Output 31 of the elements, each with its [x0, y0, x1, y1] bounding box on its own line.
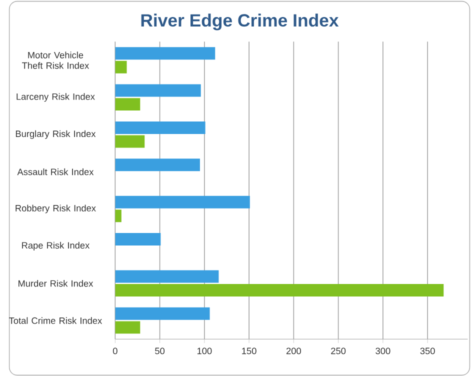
bar — [115, 307, 210, 320]
y-tick-label: Total Crime Risk Index — [9, 316, 102, 324]
y-tick-label: Robbery Risk Index — [16, 204, 96, 214]
bar — [115, 284, 444, 296]
chart-title: River Edge Crime Index — [141, 13, 339, 30]
y-tick-label: Rape Risk Index — [22, 242, 90, 250]
bar — [115, 46, 216, 60]
bar — [115, 98, 140, 110]
x-tick-label: 350 — [420, 347, 435, 354]
x-tick-label: 50 — [155, 347, 165, 354]
bar — [115, 209, 122, 222]
x-tick-label: 0 — [112, 347, 118, 354]
bar — [115, 84, 201, 97]
bar — [115, 135, 145, 148]
bar — [115, 270, 219, 282]
bar — [115, 121, 206, 134]
x-tick-label: 200 — [286, 347, 301, 354]
bar — [115, 158, 200, 171]
y-tick-label: Murder Risk Index — [18, 280, 94, 286]
bar — [115, 60, 127, 74]
x-tick-label: 100 — [197, 347, 212, 354]
x-tick-label: 250 — [331, 347, 346, 354]
bar — [115, 320, 140, 334]
y-tick-label: Motor Vehicle Theft Risk Index — [22, 51, 90, 69]
x-tick-label: 300 — [376, 347, 390, 354]
y-tick-label: Burglary Risk Index — [16, 130, 96, 139]
bar — [115, 196, 250, 208]
bar — [115, 232, 161, 246]
y-tick-label: Larceny Risk Index — [16, 92, 95, 102]
x-tick-label: 150 — [242, 347, 256, 354]
y-tick-label: Assault Risk Index — [17, 168, 94, 175]
